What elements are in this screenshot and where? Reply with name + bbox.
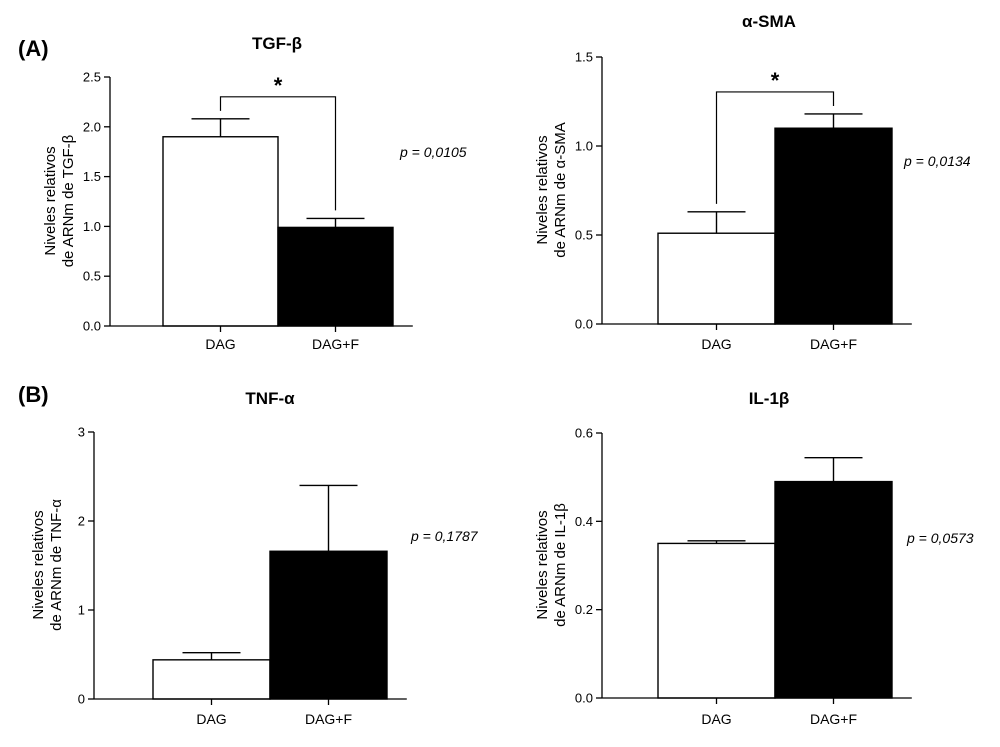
y-tick-label: 1 <box>78 603 85 618</box>
x-tick-label: DAG+F <box>312 336 359 352</box>
y-tick-label: 1.5 <box>83 169 101 184</box>
error-bar <box>687 211 746 234</box>
p-value-label: p = 0,0105 <box>399 144 467 160</box>
y-tick-label: 0.2 <box>575 602 593 617</box>
x-tick-label: DAG+F <box>810 336 857 352</box>
y-axis-label-line: Niveles relativos <box>42 146 59 255</box>
error-bar <box>191 118 250 137</box>
significance-star: * <box>274 73 283 98</box>
chart-tgf-beta: TGF-β Niveles relativosde ARNm de TGF-β 0.… <box>42 34 467 352</box>
chart-title: α-SMA <box>742 12 796 31</box>
y-axis-label: Niveles relativosde ARNm de TNF-α <box>30 499 65 631</box>
y-axis-label: Niveles relativosde ARNm de TGF-β <box>42 134 77 267</box>
significance-bracket <box>715 91 835 204</box>
y-tick-label: 0 <box>78 692 85 707</box>
y-tick-label: 1.5 <box>575 50 593 65</box>
y-tick-label: 0.0 <box>575 691 593 706</box>
bar-dag <box>657 542 776 699</box>
error-bar <box>306 217 365 228</box>
y-axis-label-line: Niveles relativos <box>534 135 551 244</box>
x-tick-label: DAG <box>196 711 226 727</box>
y-axis-label-line: de ARNm de TNF-α <box>48 499 65 631</box>
y-axis-label: Niveles relativosde ARNm de IL-1β <box>534 503 569 627</box>
error-bar <box>299 484 358 552</box>
x-tick-label: DAG <box>701 336 731 352</box>
x-tick-label: DAG <box>205 336 235 352</box>
p-value-label: p = 0,0573 <box>906 530 974 546</box>
bar-dag-plus-f <box>774 480 893 699</box>
bar-dag-plus-f <box>774 127 893 325</box>
error-bar <box>182 652 241 660</box>
y-tick-label: 0.0 <box>83 319 101 334</box>
chart-title: IL-1β <box>749 389 790 408</box>
bar-dag <box>152 659 271 700</box>
error-bar <box>687 540 746 544</box>
y-axis-label-line: de ARNm de α-SMA <box>552 122 569 257</box>
significance-bracket <box>219 96 337 211</box>
x-tick-label: DAG <box>701 711 731 727</box>
p-value-label: p = 0,0134 <box>903 153 971 169</box>
significance-star: * <box>771 68 780 93</box>
y-tick-label: 2.5 <box>83 70 101 85</box>
bar-dag <box>162 136 279 327</box>
p-value-label: p = 0,1787 <box>410 528 479 544</box>
y-tick-label: 2.0 <box>83 119 101 134</box>
y-tick-label: 0.4 <box>575 514 593 529</box>
chart-alpha-sma: α-SMA Niveles relativosde ARNm de α-SMA 0.… <box>534 12 971 352</box>
error-bar <box>804 113 863 129</box>
x-tick-label: DAG+F <box>810 711 857 727</box>
y-tick-label: 1.0 <box>575 139 593 154</box>
y-tick-label: 3 <box>78 425 85 440</box>
y-axis-label-line: de ARNm de TGF-β <box>60 134 77 267</box>
y-axis-label-line: Niveles relativos <box>534 510 551 619</box>
panel-label-a: (A) <box>18 36 49 61</box>
bar-dag-plus-f <box>269 550 388 700</box>
y-tick-label: 0.0 <box>575 317 593 332</box>
error-bar <box>804 457 863 482</box>
chart-title: TGF-β <box>252 34 302 53</box>
y-axis-label: Niveles relativosde ARNm de α-SMA <box>534 122 569 257</box>
bar-dag-plus-f <box>277 226 394 327</box>
chart-il-1beta: IL-1β Niveles relativosde ARNm de IL-1β 0.… <box>534 389 974 727</box>
y-axis-label-line: de ARNm de IL-1β <box>552 503 569 627</box>
bar-dag <box>657 232 776 325</box>
y-axis-label-line: Niveles relativos <box>30 510 47 619</box>
y-tick-label: 0.6 <box>575 426 593 441</box>
y-tick-label: 0.5 <box>575 228 593 243</box>
chart-title: TNF-α <box>245 389 295 408</box>
chart-tnf-alpha: TNF-α Niveles relativosde ARNm de TNF-α 0 1… <box>30 389 479 727</box>
y-tick-label: 2 <box>78 514 85 529</box>
panel-label-b: (B) <box>18 382 49 407</box>
y-tick-label: 0.5 <box>83 269 101 284</box>
y-tick-label: 1.0 <box>83 219 101 234</box>
x-tick-label: DAG+F <box>305 711 352 727</box>
